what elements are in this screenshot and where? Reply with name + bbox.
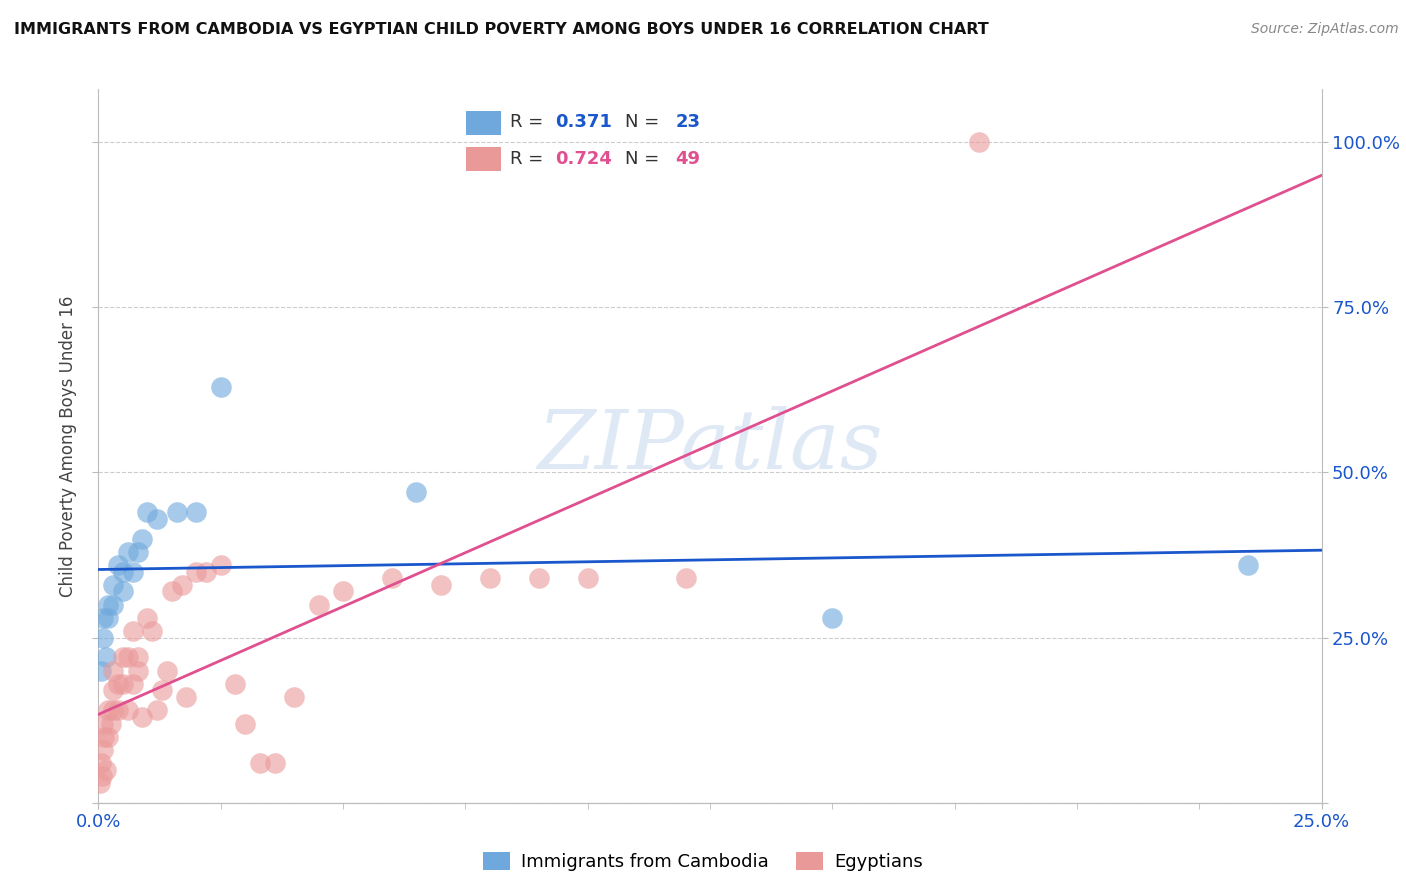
Point <box>131 710 153 724</box>
Point <box>91 716 114 731</box>
Point <box>150 683 173 698</box>
Point <box>141 624 163 638</box>
Point <box>97 598 120 612</box>
Point <box>478 571 501 585</box>
Point <box>100 716 122 731</box>
Point <box>170 578 193 592</box>
Point <box>967 135 990 149</box>
Point <box>91 631 114 645</box>
Point <box>527 571 550 585</box>
Point <box>90 664 112 678</box>
Point <box>93 730 115 744</box>
Point <box>209 379 232 393</box>
Point <box>263 756 285 771</box>
Point <box>117 703 139 717</box>
Point <box>146 511 169 525</box>
Point <box>136 611 159 625</box>
Point <box>176 690 198 704</box>
Point <box>117 650 139 665</box>
Point <box>127 650 149 665</box>
Point <box>249 756 271 771</box>
Point <box>209 558 232 572</box>
Point <box>156 664 179 678</box>
Point <box>111 584 134 599</box>
Point <box>136 505 159 519</box>
Point <box>94 650 117 665</box>
Point <box>94 763 117 777</box>
Point <box>283 690 305 704</box>
Point <box>233 716 256 731</box>
Point <box>107 677 129 691</box>
Point <box>308 598 330 612</box>
Point <box>121 677 143 691</box>
Point <box>107 558 129 572</box>
Point <box>107 703 129 717</box>
Point <box>381 571 404 585</box>
Point <box>101 598 124 612</box>
Text: IMMIGRANTS FROM CAMBODIA VS EGYPTIAN CHILD POVERTY AMONG BOYS UNDER 16 CORRELATI: IMMIGRANTS FROM CAMBODIA VS EGYPTIAN CHI… <box>14 22 988 37</box>
Point <box>89 776 111 790</box>
Point <box>127 664 149 678</box>
Point <box>101 664 124 678</box>
Point <box>121 624 143 638</box>
Point <box>160 584 183 599</box>
Point <box>675 571 697 585</box>
Point <box>821 611 844 625</box>
Point <box>1237 558 1260 572</box>
Point <box>97 703 120 717</box>
Point <box>224 677 246 691</box>
Point <box>117 545 139 559</box>
Point <box>186 505 208 519</box>
Point <box>576 571 599 585</box>
Point <box>101 578 124 592</box>
Point <box>101 703 124 717</box>
Point <box>121 565 143 579</box>
Point <box>111 650 134 665</box>
Point <box>101 683 124 698</box>
Point <box>131 532 153 546</box>
Point <box>405 485 427 500</box>
Point <box>186 565 208 579</box>
Point <box>127 545 149 559</box>
Point <box>430 578 453 592</box>
Point <box>166 505 188 519</box>
Y-axis label: Child Poverty Among Boys Under 16: Child Poverty Among Boys Under 16 <box>59 295 77 597</box>
Point <box>111 677 134 691</box>
Point <box>111 565 134 579</box>
Text: ZIPatlas: ZIPatlas <box>537 406 883 486</box>
Legend: Immigrants from Cambodia, Egyptians: Immigrants from Cambodia, Egyptians <box>477 845 929 879</box>
Point <box>91 611 114 625</box>
Point <box>90 756 112 771</box>
Point <box>146 703 169 717</box>
Point <box>332 584 354 599</box>
Point <box>91 743 114 757</box>
Point <box>195 565 218 579</box>
Point <box>97 730 120 744</box>
Text: Source: ZipAtlas.com: Source: ZipAtlas.com <box>1251 22 1399 37</box>
Point <box>91 769 114 783</box>
Point <box>97 611 120 625</box>
